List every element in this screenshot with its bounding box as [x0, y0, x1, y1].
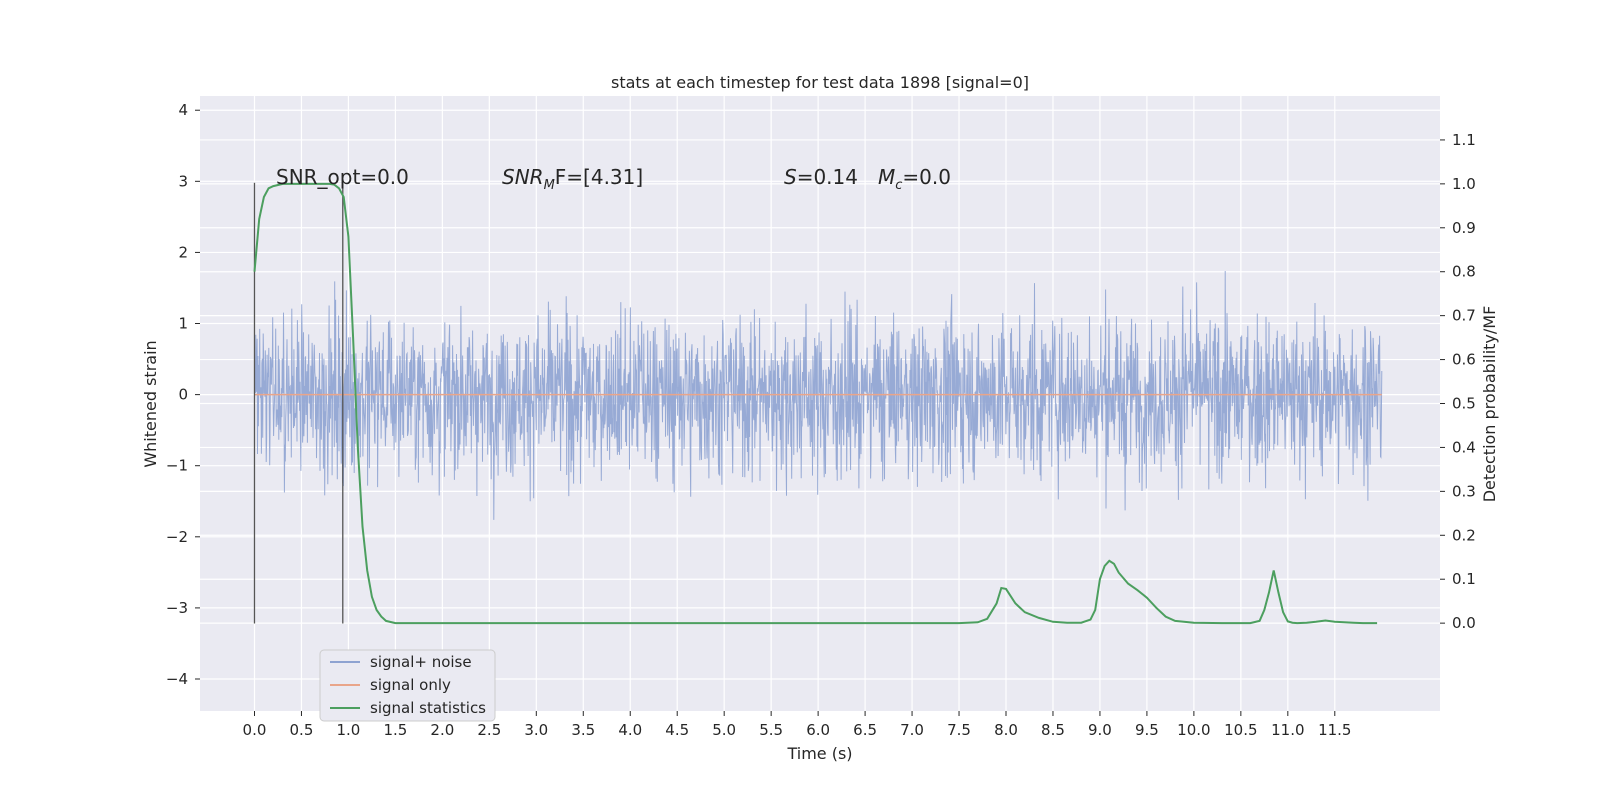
x-tick-label: 5.0 — [712, 721, 736, 739]
y-right-tick-label: 0.6 — [1452, 351, 1476, 369]
x-tick-label: 7.5 — [947, 721, 971, 739]
x-tick-label: 4.5 — [665, 721, 689, 739]
y-right-tick-label: 0.9 — [1452, 219, 1476, 237]
x-tick-label: 3.0 — [524, 721, 548, 739]
x-tick-label: 9.5 — [1135, 721, 1159, 739]
x-tick-label: 4.0 — [618, 721, 642, 739]
mc-label: M — [878, 165, 895, 189]
x-tick-label: 5.5 — [759, 721, 783, 739]
x-tick-label: 8.0 — [994, 721, 1018, 739]
legend: signal+ noise signal only signal statist… — [319, 649, 496, 722]
x-tick-label: 11.0 — [1271, 721, 1304, 739]
y-axis-left: −4 −3 −2 −1 0 1 2 3 4 — [166, 101, 200, 688]
chart-title: stats at each timestep for test data 189… — [611, 73, 1029, 92]
y-left-tick-label: 0 — [178, 386, 188, 404]
s-annotation: S=0.14 — [784, 165, 858, 189]
y-right-tick-label: 0.4 — [1452, 438, 1476, 456]
mc-sub: c — [895, 178, 902, 193]
y-right-tick-label: 0.7 — [1452, 307, 1476, 325]
x-tick-label: 9.0 — [1088, 721, 1112, 739]
mc-value: =0.0 — [902, 165, 951, 189]
signal-statistics-series — [253, 182, 1378, 625]
x-tick-label: 0.0 — [243, 721, 267, 739]
x-tick-label: 1.5 — [383, 721, 407, 739]
x-axis-title: Time (s) — [786, 744, 852, 763]
x-tick-label: 1.0 — [336, 721, 360, 739]
signal-statistics-line — [253, 182, 1378, 625]
y-right-tick-label: 0.0 — [1452, 614, 1476, 632]
x-tick-label: 10.0 — [1177, 721, 1210, 739]
y-left-tick-label: −2 — [166, 528, 188, 546]
y-left-tick-label: 3 — [178, 172, 188, 190]
snr-mf-annotation: SNRMF=[4.31] — [502, 165, 643, 193]
x-tick-label: 2.5 — [477, 721, 501, 739]
snr-mf-sub: M — [544, 178, 555, 193]
s-label: S — [784, 165, 797, 189]
y-axis-right: 0.0 0.1 0.2 0.3 0.4 0.5 0.6 0.7 0.8 0.9 1.0 1.1 — [1440, 131, 1476, 632]
x-tick-label: 2.0 — [430, 721, 454, 739]
y-left-tick-label: −1 — [166, 457, 188, 475]
x-tick-label: 11.5 — [1318, 721, 1351, 739]
y-right-tick-label: 0.2 — [1452, 526, 1476, 544]
s-value: =0.14 — [797, 165, 858, 189]
y-right-tick-label: 1.0 — [1452, 175, 1476, 193]
x-tick-label: 7.0 — [900, 721, 924, 739]
x-axis: 0.0 0.5 1.0 1.5 2.0 2.5 3.0 3.5 4.0 4.5 5.0 5.5 6.0 6… — [243, 711, 1351, 739]
x-tick-label: 10.5 — [1224, 721, 1257, 739]
snr-mf-base: SNR — [502, 165, 544, 189]
x-tick-label: 8.5 — [1041, 721, 1065, 739]
y-axis-right-title: Detection probability/MF — [1480, 306, 1499, 503]
y-right-tick-label: 0.3 — [1452, 482, 1476, 500]
x-tick-label: 0.5 — [290, 721, 314, 739]
legend-label-signal-only: signal only — [370, 676, 451, 694]
y-left-tick-label: −4 — [166, 670, 188, 688]
legend-label-signal-noise: signal+ noise — [370, 653, 472, 671]
y-right-tick-label: 0.1 — [1452, 570, 1476, 588]
y-left-tick-label: −3 — [166, 599, 188, 617]
marker-lines — [253, 182, 344, 624]
snr-mf-rest: F=[4.31] — [555, 165, 643, 189]
y-left-tick-label: 4 — [178, 101, 188, 119]
y-right-tick-label: 0.5 — [1452, 395, 1476, 413]
y-left-tick-label: 1 — [178, 315, 188, 333]
y-left-tick-label: 2 — [178, 243, 188, 261]
x-tick-label: 3.5 — [571, 721, 595, 739]
snr-opt-annotation: SNR_opt=0.0 — [276, 165, 409, 189]
x-tick-label: 6.5 — [853, 721, 877, 739]
mc-annotation: Mc=0.0 — [878, 165, 951, 193]
y-right-tick-label: 1.1 — [1452, 131, 1476, 149]
legend-label-signal-statistics: signal statistics — [370, 699, 486, 717]
x-tick-label: 6.0 — [806, 721, 830, 739]
y-right-tick-label: 0.8 — [1452, 263, 1476, 281]
y-axis-left-title: Whitened strain — [141, 340, 160, 467]
legend-box — [319, 649, 496, 722]
